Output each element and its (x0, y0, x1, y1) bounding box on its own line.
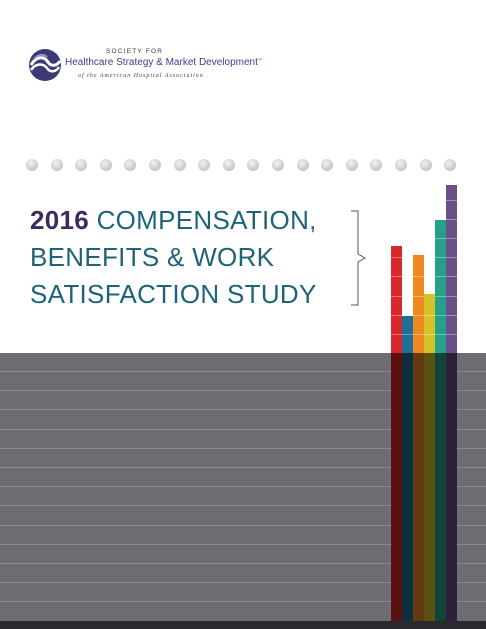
bar-segment-line (391, 276, 402, 277)
band-rule-line (0, 448, 486, 449)
bar-segment-line (391, 334, 402, 335)
decorative-dot (198, 159, 211, 171)
bar-segment-line (446, 219, 457, 220)
decorative-bar (446, 185, 457, 353)
decorative-dot (173, 159, 186, 171)
bar-segment-line (413, 296, 424, 297)
bar-segment-line (446, 334, 457, 335)
title-line-2: BENEFITS & WORK (30, 242, 275, 272)
band-rule-line (0, 390, 486, 391)
bar-segment-line (446, 276, 457, 277)
decorative-dot (321, 159, 334, 171)
decorative-dot-row (26, 159, 466, 173)
band-rule-line (0, 409, 486, 410)
band-rule-line (0, 544, 486, 545)
title-year: 2016 (30, 205, 90, 235)
band-rule-line (0, 467, 486, 468)
band-rule-line (0, 525, 486, 526)
decorative-dot (247, 159, 260, 171)
bracket-decoration (351, 210, 367, 306)
organization-logo: SOCIETY FOR Healthcare Strategy & Market… (28, 44, 328, 90)
bar-segment-line (424, 334, 435, 335)
bar-segment-line (446, 257, 457, 258)
decorative-dot (26, 159, 38, 171)
bar-segment-line (391, 257, 402, 258)
bar-segment-line (435, 315, 446, 316)
band-rule-line (0, 582, 486, 583)
logo-trademark: ™ (257, 57, 262, 62)
decorative-dot (296, 159, 309, 171)
decorative-dot (345, 159, 358, 171)
decorative-dot (444, 159, 457, 171)
bar-segment-line (446, 238, 457, 239)
decorative-bar (413, 255, 424, 353)
decorative-bar (402, 316, 413, 353)
logo-name-text: Healthcare Strategy & Market Development (65, 57, 258, 68)
bar-segment-line (446, 296, 457, 297)
band-rule-line (0, 371, 486, 372)
decorative-bar-shadow (391, 353, 402, 621)
decorative-dot (370, 159, 383, 171)
decorative-dot (124, 159, 137, 171)
logo-organization-name: Healthcare Strategy & Market Development… (65, 57, 262, 68)
band-rule-line (0, 601, 486, 602)
decorative-bar-shadow (402, 353, 413, 621)
decorative-dot (75, 159, 88, 171)
bar-segment-line (391, 315, 402, 316)
decorative-bar (391, 246, 402, 353)
decorative-dot (149, 159, 161, 171)
bar-segment-line (424, 315, 435, 316)
bar-segment-line (446, 200, 457, 201)
decorative-dot (272, 159, 284, 171)
title-line-3: SATISFACTION STUDY (30, 279, 317, 309)
bar-segment-line (391, 296, 402, 297)
decorative-dot (50, 159, 63, 171)
bar-segment-line (435, 334, 446, 335)
bar-segment-line (435, 276, 446, 277)
band-rule-line (0, 486, 486, 487)
bar-segment-line (413, 276, 424, 277)
title-line-1: 2016 COMPENSATION, (30, 202, 360, 239)
band-rule-line (0, 505, 486, 506)
bar-segment-line (402, 334, 413, 335)
logo-society-for: SOCIETY FOR (106, 48, 164, 55)
band-rule-line (0, 429, 486, 430)
bar-segment-line (413, 334, 424, 335)
decorative-dot (395, 159, 407, 171)
bar-segment-line (446, 315, 457, 316)
decorative-bar-shadow (446, 353, 457, 621)
swirl-logo-icon (29, 49, 62, 81)
band-rule-line (0, 563, 486, 564)
report-title: 2016 COMPENSATION, BENEFITS & WORK SATIS… (30, 202, 360, 313)
bar-segment-line (413, 315, 424, 316)
decorative-dot (222, 159, 235, 171)
decorative-bar-shadow (413, 353, 424, 621)
bar-segment-line (435, 257, 446, 258)
logo-affiliation: of the American Hospital Association (78, 73, 204, 79)
decorative-bar (424, 294, 435, 353)
decorative-bar-shadow (424, 353, 435, 621)
decorative-bar-shadow (435, 353, 446, 621)
title-line-1-rest: COMPENSATION, (89, 205, 317, 235)
decorative-bar (435, 220, 446, 353)
bar-segment-line (435, 238, 446, 239)
bar-segment-line (435, 296, 446, 297)
decorative-dot (99, 159, 112, 171)
footer-strip (0, 621, 486, 629)
decorative-dot (419, 159, 432, 171)
